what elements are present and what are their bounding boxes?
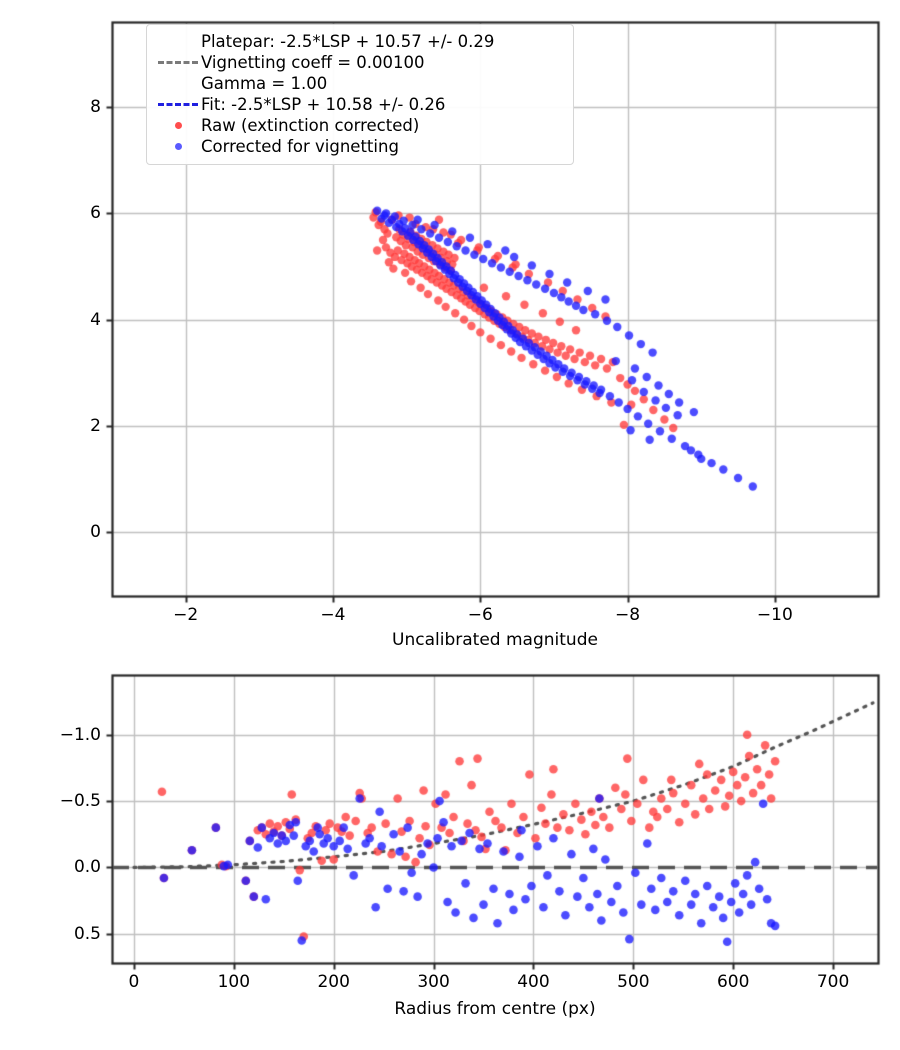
ytick-label: 6 xyxy=(90,203,101,224)
xtick-label: 300 xyxy=(417,972,450,992)
legend-label-corrected: Corrected for vignetting xyxy=(201,137,399,156)
ytick-label: 0.0 xyxy=(73,857,101,878)
legend-label-platepar: Platepar: -2.5*LSP + 10.57 +/- 0.29 xyxy=(201,32,495,51)
xtick-label: 100 xyxy=(217,972,251,992)
legend-key-dashed-gray xyxy=(155,61,201,64)
legend-key-dot-blue xyxy=(155,143,201,150)
ytick-label: −0.5 xyxy=(59,791,101,812)
ytick-label: 2 xyxy=(90,415,101,436)
xtick-label: 0 xyxy=(128,972,140,992)
xtick-label: 200 xyxy=(317,972,350,992)
ytick-label: 8 xyxy=(90,97,101,118)
legend: Platepar: -2.5*LSP + 10.57 +/- 0.29 Vign… xyxy=(146,24,574,165)
legend-label-fit: Fit: -2.5*LSP + 10.58 +/- 0.26 xyxy=(201,95,446,114)
legend-label-raw: Raw (extinction corrected) xyxy=(201,116,420,135)
legend-item-vignetting-coeff: Vignetting coeff = 0.00100 xyxy=(155,52,563,73)
xtick-label: −4 xyxy=(320,605,346,625)
xtick-label: −2 xyxy=(173,605,199,625)
xtick-label: −10 xyxy=(756,605,793,625)
legend-item-fit: Fit: -2.5*LSP + 10.58 +/- 0.26 xyxy=(155,94,563,115)
legend-item-platepar: Platepar: -2.5*LSP + 10.57 +/- 0.29 xyxy=(155,31,563,52)
legend-item-raw: Raw (extinction corrected) xyxy=(155,115,563,136)
xtick-label: −8 xyxy=(615,605,641,625)
xtick-label: 500 xyxy=(617,972,650,992)
legend-item-gamma: Gamma = 1.00 xyxy=(155,73,563,94)
xtick-label: 700 xyxy=(816,972,850,992)
bottom-xlabel: Radius from centre (px) xyxy=(394,999,596,1019)
top-xlabel: Uncalibrated magnitude xyxy=(392,630,598,650)
xtick-label: 600 xyxy=(716,972,750,992)
legend-item-corrected: Corrected for vignetting xyxy=(155,136,563,157)
xtick-label: 400 xyxy=(517,972,550,992)
ytick-label: 0.5 xyxy=(73,923,101,944)
legend-key-dashed-blue xyxy=(155,103,201,106)
legend-label-gamma: Gamma = 1.00 xyxy=(201,74,328,93)
legend-key-dot-red xyxy=(155,122,201,129)
xtick-label: −6 xyxy=(467,605,493,625)
ytick-label: 0 xyxy=(90,522,101,543)
ytick-label: 4 xyxy=(90,309,101,330)
legend-label-vignetting-coeff: Vignetting coeff = 0.00100 xyxy=(201,53,425,72)
ytick-label: −1.0 xyxy=(59,724,101,745)
